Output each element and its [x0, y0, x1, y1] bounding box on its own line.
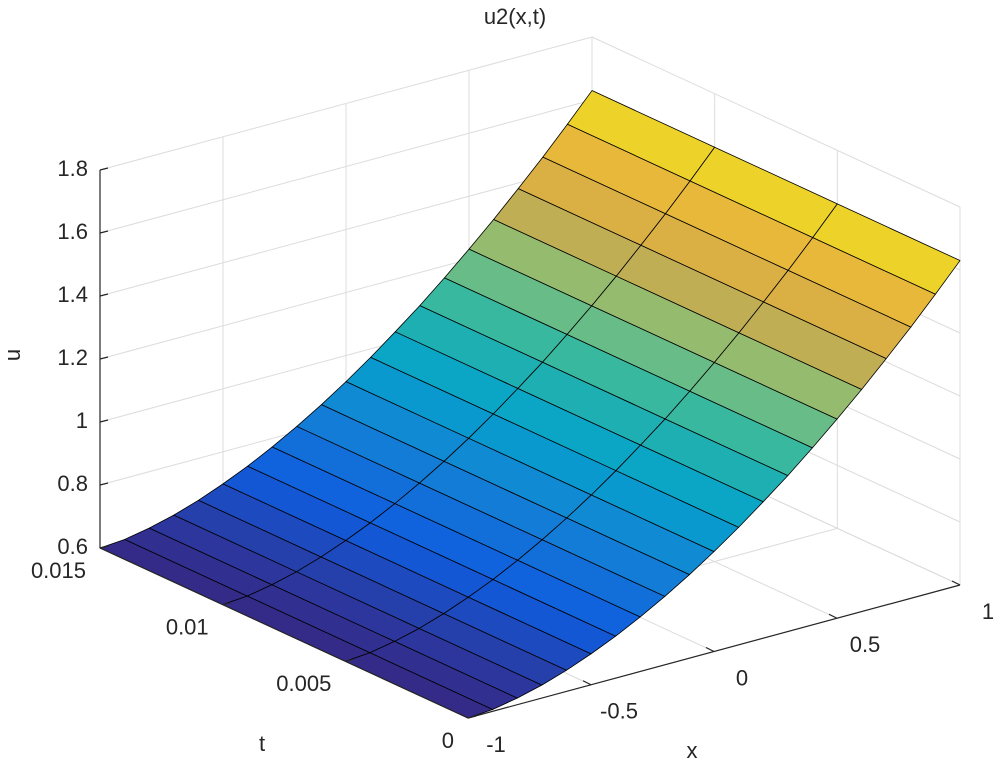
z-axis-label: u — [0, 349, 25, 361]
t-tick — [222, 602, 231, 606]
x-tick-label: -0.5 — [600, 699, 638, 724]
z-tick-label: 1.8 — [57, 156, 88, 181]
grid-line — [591, 36, 961, 208]
x-tick — [828, 613, 838, 619]
x-tick — [951, 580, 961, 586]
x-tick — [705, 646, 715, 653]
z-tick — [99, 293, 109, 297]
z-tick-label: 1.4 — [57, 282, 88, 307]
chart-title: u2(x,t) — [484, 4, 546, 29]
t-tick — [467, 715, 477, 719]
t-tick — [99, 545, 109, 549]
grid-line — [99, 36, 593, 171]
z-tick — [99, 482, 109, 486]
t-tick-label: 0.01 — [166, 614, 209, 639]
t-tick — [345, 658, 354, 662]
x-tick — [582, 680, 592, 686]
t-tick-label: 0 — [442, 728, 454, 753]
grid-line — [99, 99, 593, 234]
z-tick-label: 1.2 — [57, 345, 88, 370]
z-tick-label: 1 — [76, 408, 88, 433]
z-tick-label: 1.6 — [57, 219, 88, 244]
x-tick-label: 0 — [736, 665, 748, 690]
t-tick-label: 0.005 — [276, 671, 331, 696]
grid-line — [99, 162, 593, 297]
x-tick-label: -1 — [486, 732, 506, 757]
z-tick — [99, 167, 109, 171]
x-tick — [459, 713, 469, 719]
t-axis — [99, 547, 469, 719]
z-tick — [99, 419, 109, 423]
t-axis-label: t — [259, 731, 265, 756]
z-tick-label: 0.8 — [57, 471, 88, 496]
x-axis-label: x — [687, 738, 698, 763]
x-tick-label: 1 — [982, 599, 994, 624]
z-tick — [99, 230, 109, 234]
z-tick-label: 0.6 — [57, 534, 88, 559]
x-tick-label: 0.5 — [850, 632, 881, 657]
t-tick-label: 0.015 — [31, 558, 86, 583]
z-tick — [99, 356, 109, 360]
